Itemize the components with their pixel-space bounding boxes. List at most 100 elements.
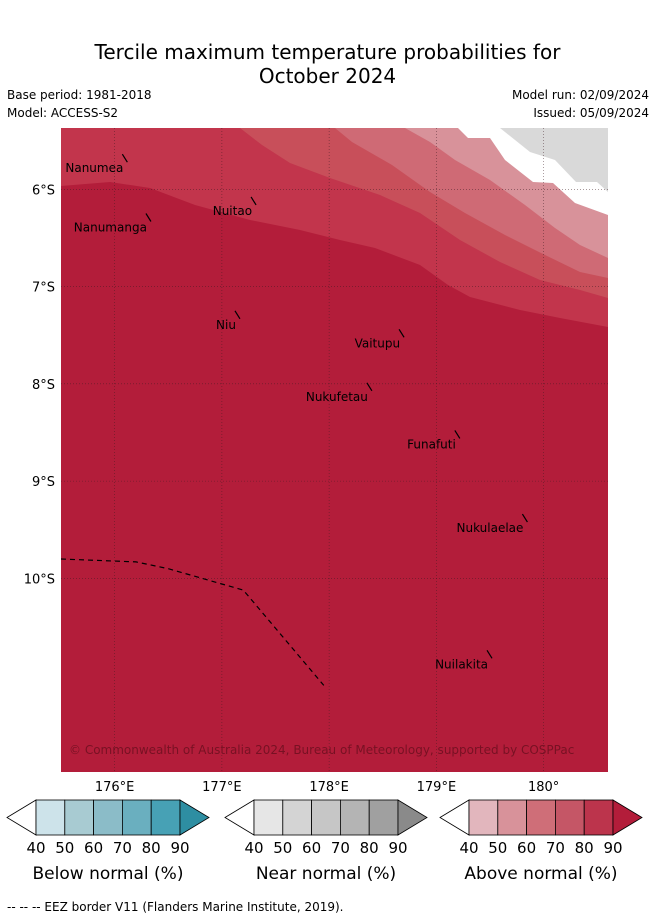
colorbar-segment bbox=[122, 799, 152, 836]
colorbar-min-arrow bbox=[439, 799, 470, 836]
island-nuilakita: Nuilakita bbox=[435, 649, 493, 671]
colorbar-tick: 90 bbox=[603, 839, 623, 857]
colorbar-min-arrow bbox=[6, 799, 37, 836]
colorbar-max-arrow bbox=[612, 799, 643, 836]
island-shape bbox=[234, 310, 241, 320]
gridlines bbox=[61, 128, 608, 772]
island-shape bbox=[454, 430, 461, 439]
lat-tick-label: 7°S bbox=[32, 281, 55, 296]
island-funafuti: Funafuti bbox=[407, 430, 461, 451]
colorbar-max-arrow bbox=[179, 799, 210, 836]
colorbar-segment bbox=[64, 799, 95, 836]
lat-tick-label: 8°S bbox=[32, 378, 55, 393]
island-shape bbox=[145, 213, 152, 222]
lon-tick-label: 177°E bbox=[202, 780, 242, 795]
lat-tick-label: 6°S bbox=[32, 183, 55, 198]
colorbar-tick: 50 bbox=[488, 839, 508, 857]
colorbar-tick: 50 bbox=[55, 839, 75, 857]
no-data-region bbox=[500, 128, 608, 192]
colorbar-tick: 90 bbox=[388, 839, 408, 857]
colorbar-tick: 80 bbox=[141, 839, 161, 857]
island-shape bbox=[366, 382, 373, 392]
colorbar-tick: 70 bbox=[330, 839, 350, 857]
lon-tick-label: 179°E bbox=[417, 780, 457, 795]
lon-tick-label: 180° bbox=[528, 780, 559, 795]
island-shape bbox=[250, 196, 257, 206]
colorbar-segment bbox=[583, 799, 614, 836]
latitude-tick-labels: 6°S 7°S 8°S 9°S 10°S bbox=[24, 183, 55, 587]
island-label: Niu bbox=[216, 318, 236, 332]
map-area[interactable]: Nanumea Nuitao Nanumanga Niu Vaitupu Nukufeta… bbox=[60, 128, 608, 772]
copyright-notice: © Commonwealth of Australia 2024, Bureau… bbox=[69, 743, 574, 757]
island-shape bbox=[398, 328, 405, 338]
colorbar-tick: 80 bbox=[359, 839, 379, 857]
colorbar-segment bbox=[282, 799, 312, 836]
colorbar-segment bbox=[526, 799, 556, 836]
lat-tick-label: 9°S bbox=[32, 475, 55, 490]
eez-border-line bbox=[60, 558, 325, 686]
island-labels: Nanumea Nuitao Nanumanga Niu Vaitupu Nukufeta… bbox=[65, 153, 528, 671]
colorbar-tick: 80 bbox=[574, 839, 594, 857]
colorbar-max-arrow bbox=[397, 799, 428, 836]
colorbar-segment bbox=[311, 799, 341, 836]
lon-tick-label: 176°E bbox=[95, 780, 135, 795]
colorbar-segment bbox=[468, 799, 499, 836]
title-line-2: October 2024 bbox=[258, 64, 397, 88]
colorbar-below-title: Below normal (%) bbox=[32, 864, 184, 884]
colorbar-segment bbox=[35, 799, 66, 836]
island-label: Nuitao bbox=[213, 204, 252, 218]
base-period: Base period: 1981-2018 bbox=[7, 88, 152, 102]
colorbar-tick: 70 bbox=[545, 839, 565, 857]
colorbar-1 bbox=[224, 799, 428, 836]
island-label: Funafuti bbox=[407, 437, 456, 451]
island-shape bbox=[486, 649, 493, 659]
colorbar-tick: 70 bbox=[112, 839, 132, 857]
island-niu: Niu bbox=[216, 310, 241, 332]
colorbar-segment bbox=[555, 799, 585, 836]
colorbar-tick: 50 bbox=[273, 839, 293, 857]
model-run: Model run: 02/09/2024 bbox=[511, 88, 649, 102]
colorbar-segment bbox=[93, 799, 123, 836]
island-shape bbox=[521, 513, 528, 523]
longitude-tick-labels: 176°E 177°E 178°E 179°E 180° bbox=[95, 780, 559, 795]
colorbar-tick: 60 bbox=[517, 839, 537, 857]
island-nuitao: Nuitao bbox=[213, 196, 257, 218]
colorbar-tick: 40 bbox=[26, 839, 46, 857]
island-nanumanga: Nanumanga bbox=[74, 213, 152, 234]
colorbar-tick: 40 bbox=[459, 839, 479, 857]
colorbar-min-arrow bbox=[224, 799, 255, 836]
chart-title: Tercile maximum temperature probabilitie… bbox=[0, 40, 655, 88]
colorbar-segment bbox=[368, 799, 399, 836]
island-vaitupu: Vaitupu bbox=[355, 328, 405, 350]
island-nukulaelae: Nukulaelae bbox=[456, 513, 528, 535]
colorbar-tick: 40 bbox=[244, 839, 264, 857]
colorbar-2 bbox=[439, 799, 643, 836]
eez-footnote: -- -- -- EEZ border V11 (Flanders Marine… bbox=[7, 900, 344, 914]
colorbar-tick: 60 bbox=[302, 839, 322, 857]
island-label: Nukulaelae bbox=[456, 521, 523, 535]
island-label: Nukufetau bbox=[306, 390, 368, 404]
colorbar-tick: 60 bbox=[84, 839, 104, 857]
lat-tick-label: 10°S bbox=[24, 572, 55, 587]
colorbar-0 bbox=[6, 799, 210, 836]
colorbar-tick: 90 bbox=[170, 839, 190, 857]
island-shape bbox=[121, 153, 128, 163]
model-name: Model: ACCESS-S2 bbox=[7, 106, 119, 120]
colorbar-near-title: Near normal (%) bbox=[255, 864, 397, 884]
colorbar-segment bbox=[339, 799, 370, 836]
colorbar-segment bbox=[253, 799, 284, 836]
issued-date: Issued: 05/09/2024 bbox=[533, 106, 649, 120]
island-nanumea: Nanumea bbox=[65, 153, 128, 175]
title-line-1: Tercile maximum temperature probabilitie… bbox=[94, 40, 561, 64]
colorbar-segment bbox=[150, 799, 181, 836]
island-label: Nanumea bbox=[65, 161, 123, 175]
island-label: Nuilakita bbox=[435, 657, 488, 671]
lon-tick-label: 178°E bbox=[309, 780, 349, 795]
island-label: Vaitupu bbox=[355, 336, 401, 350]
colorbar-segment bbox=[497, 799, 527, 836]
island-nukufetau: Nukufetau bbox=[306, 382, 373, 404]
colorbar-above-title: Above normal (%) bbox=[464, 864, 618, 884]
island-label: Nanumanga bbox=[74, 220, 147, 234]
colorbars bbox=[6, 799, 643, 836]
